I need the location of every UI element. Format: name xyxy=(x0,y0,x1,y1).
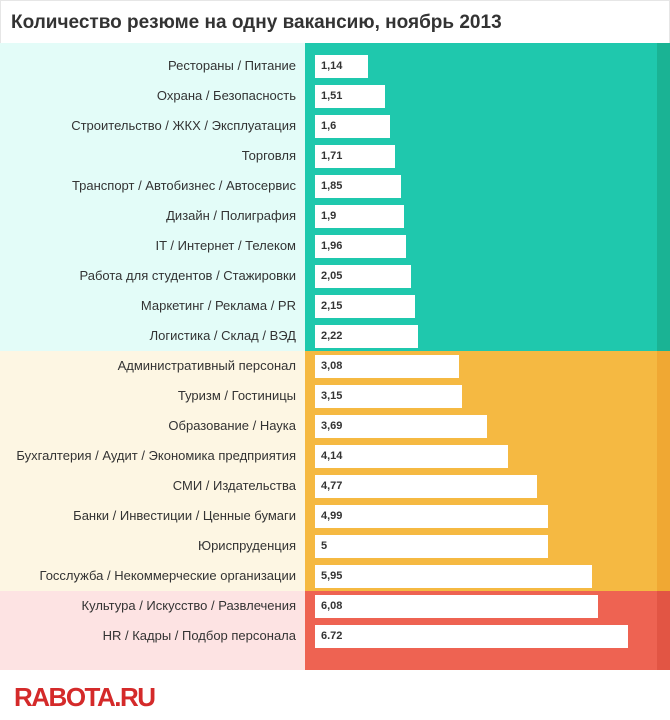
bar-track: 2,05 xyxy=(315,265,657,288)
bar-track: 4,14 xyxy=(315,445,657,468)
data-label: 2,05 xyxy=(321,270,343,282)
group-1: Административный персонал Туризм / Гостин… xyxy=(0,351,670,591)
data-label: 1,9 xyxy=(321,210,337,222)
bar: 4,14 xyxy=(315,445,508,468)
data-label: 5,95 xyxy=(321,570,343,582)
bar-track: 2,22 xyxy=(315,325,657,348)
data-label: 4,14 xyxy=(321,450,343,462)
bar: 2,22 xyxy=(315,325,419,348)
bar-track: 1,85 xyxy=(315,175,657,198)
bar-track: 3,08 xyxy=(315,355,657,378)
category-label: Культура / Искусство / Развлечения xyxy=(81,598,296,613)
category-label: Образование / Наука xyxy=(168,418,296,433)
bar-track: 1,6 xyxy=(315,115,657,138)
data-label: 4,77 xyxy=(321,480,343,492)
bar: 1,14 xyxy=(315,55,369,78)
category-label: Работа для студентов / Стажировки xyxy=(79,268,296,283)
category-label: Госслужба / Некоммерческие организации xyxy=(39,568,296,583)
bar: 1,96 xyxy=(315,235,407,258)
data-label: 6,08 xyxy=(321,600,343,612)
data-label: 2,15 xyxy=(321,300,343,312)
plot-edge xyxy=(657,351,670,591)
group-0: Рестораны / Питание Охрана / Безопасность… xyxy=(0,43,670,351)
bar-track: 1,96 xyxy=(315,235,657,258)
data-label: 3,08 xyxy=(321,360,343,372)
data-label: 2,22 xyxy=(321,330,343,342)
plot-area: 1,14 1,51 1,6 1,71 1,85 1,9 1,96 2,05 2,15 2,22 xyxy=(305,43,670,351)
data-label: 1,51 xyxy=(321,90,343,102)
plot-area: 6,08 6.72 xyxy=(305,591,670,670)
data-label: 4,99 xyxy=(321,510,343,522)
data-label: 1,6 xyxy=(321,120,337,132)
rabota-logo: RABOTA.RU xyxy=(14,682,156,712)
plot-edge xyxy=(657,43,670,351)
category-label: Бухгалтерия / Аудит / Экономика предприя… xyxy=(16,448,296,463)
bar: 1,85 xyxy=(315,175,402,198)
bar: 5 xyxy=(315,535,548,558)
bar: 3,08 xyxy=(315,355,459,378)
bar-track: 6.72 xyxy=(315,625,657,648)
bar-track: 4,77 xyxy=(315,475,657,498)
data-label: 3,15 xyxy=(321,390,343,402)
bar: 1,6 xyxy=(315,115,390,138)
bar: 1,51 xyxy=(315,85,386,108)
bar-track: 1,14 xyxy=(315,55,657,78)
bar: 1,9 xyxy=(315,205,404,228)
bar: 1,71 xyxy=(315,145,395,168)
category-label: HR / Кадры / Подбор персонала xyxy=(102,628,296,643)
bar-track: 5,95 xyxy=(315,565,657,588)
bar: 3,69 xyxy=(315,415,487,438)
category-label: Торговля xyxy=(241,148,296,163)
bar: 2,05 xyxy=(315,265,411,288)
plot-area: 3,08 3,15 3,69 4,14 4,77 4,99 5 5,95 xyxy=(305,351,670,591)
category-label: Транспорт / Автобизнес / Автосервис xyxy=(71,178,296,193)
data-label: 1,96 xyxy=(321,240,343,252)
bar-track: 5 xyxy=(315,535,657,558)
data-label: 5 xyxy=(321,540,328,552)
category-label: Строительство / ЖКХ / Эксплуатация xyxy=(71,118,296,133)
category-label: Рестораны / Питание xyxy=(167,58,296,73)
bar-track: 6,08 xyxy=(315,595,657,618)
category-label: Юриспруденция xyxy=(197,538,296,553)
category-label: IT / Интернет / Телеком xyxy=(155,238,296,253)
bar-track: 3,15 xyxy=(315,385,657,408)
bar-track: 4,99 xyxy=(315,505,657,528)
data-label: 1,85 xyxy=(321,180,343,192)
category-label: СМИ / Издательства xyxy=(172,478,296,493)
category-label: Административный персонал xyxy=(117,358,296,373)
category-label: Банки / Инвестиции / Ценные бумаги xyxy=(73,508,296,523)
category-label: Маркетинг / Реклама / PR xyxy=(140,298,296,313)
data-label: 1,14 xyxy=(321,60,343,72)
bar: 6.72 xyxy=(315,625,629,648)
bar: 5,95 xyxy=(315,565,593,588)
bar-track: 1,9 xyxy=(315,205,657,228)
group-2: Культура / Искусство / Развлечения HR / К… xyxy=(0,591,670,670)
category-label: Дизайн / Полиграфия xyxy=(166,208,296,223)
bar-chart: Рестораны / Питание Охрана / Безопасность… xyxy=(0,43,670,670)
bar-track: 3,69 xyxy=(315,415,657,438)
category-label: Логистика / Склад / ВЭД xyxy=(149,328,296,343)
footer: RABOTA.RU xyxy=(0,670,670,720)
bar: 4,99 xyxy=(315,505,548,528)
bar-track: 1,71 xyxy=(315,145,657,168)
chart-title: Количество резюме на одну вакансию, нояб… xyxy=(0,0,670,43)
bar: 2,15 xyxy=(315,295,416,318)
bar: 4,77 xyxy=(315,475,538,498)
category-label: Туризм / Гостиницы xyxy=(177,388,296,403)
bar: 3,15 xyxy=(315,385,462,408)
bar-track: 2,15 xyxy=(315,295,657,318)
bar: 6,08 xyxy=(315,595,599,618)
data-label: 3,69 xyxy=(321,420,343,432)
bar-track: 1,51 xyxy=(315,85,657,108)
category-label: Охрана / Безопасность xyxy=(156,88,296,103)
data-label: 1,71 xyxy=(321,150,343,162)
data-label: 6.72 xyxy=(321,630,343,642)
plot-edge xyxy=(657,591,670,670)
